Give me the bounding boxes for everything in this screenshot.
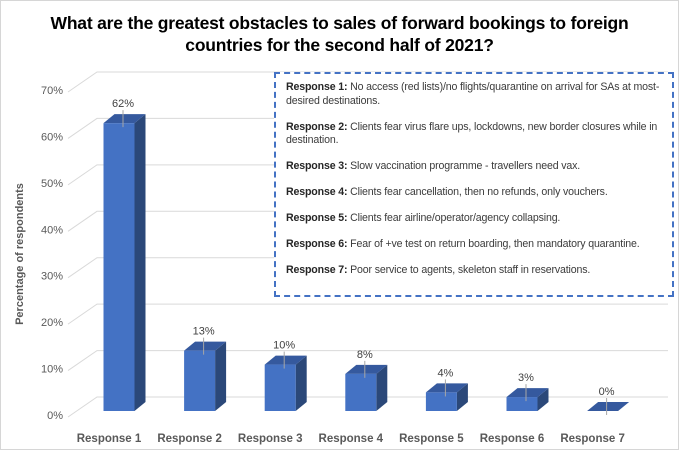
bar-top [345,364,388,374]
bar-front [425,392,457,411]
data-label: 8% [357,349,373,361]
bar-front [264,364,296,411]
legend-item-text: Clients fear airline/operator/agency col… [347,212,561,225]
bar-side [537,388,549,411]
legend-item-label: Response 7: [286,264,348,277]
category-label: Response 2 [157,433,222,445]
gridline [67,396,668,418]
y-tick-label: 50% [41,178,63,190]
legend-item-text: Fear of +ve test on return boarding, the… [347,238,640,251]
category-label: Response 4 [319,433,384,445]
category-label: Response 1 [77,433,142,445]
legend-item-label: Response 3: [286,160,348,173]
bar-side [134,114,146,411]
category-label: Response 6 [480,433,545,445]
legend-item: Response 4: Clients fear cancellation, t… [286,186,662,200]
gridline [67,303,668,325]
legend-item: Response 5: Clients fear airline/operato… [286,212,662,226]
bar-top [425,383,468,393]
bar-top [506,388,549,398]
data-label: 0% [599,386,615,398]
y-tick-label: 70% [41,85,63,97]
legend-item: Response 3: Slow vaccination programme -… [286,160,662,174]
legend-item-label: Response 2: [286,120,348,133]
legend-item-text: Slow vaccination programme - travellers … [347,160,581,173]
y-tick-label: 60% [41,131,63,143]
legend-item-label: Response 4: [286,186,348,199]
bar-side [376,364,388,411]
legend-item: Response 6: Fear of +ve test on return b… [286,238,662,252]
legend-item-text: Poor service to agents, skeleton staff i… [347,264,591,277]
bar-front [506,397,538,411]
bar-top [184,341,227,351]
category-label: Response 3 [238,433,303,445]
bar-side [215,341,227,411]
bar-top [103,114,146,124]
bar-side [456,383,468,411]
legend-item-text: Clients fear cancellation, then no refun… [347,186,608,199]
legend-item: Response 7: Poor service to agents, skel… [286,264,662,278]
legend-box: Response 1: No access (red lists)/no fli… [274,72,674,297]
chart-title: What are the greatest obstacles to sales… [50,13,629,56]
data-label: 4% [437,367,453,379]
y-axis-title: Percentage of respondents [14,183,26,325]
bar-front [184,350,216,411]
y-tick-label: 30% [41,271,63,283]
legend-item: Response 1: No access (red lists)/no fli… [286,81,662,108]
data-label: 62% [112,98,134,110]
bar-top [264,355,307,365]
y-tick-label: 40% [41,224,63,236]
legend-item-label: Response 1: [286,81,348,93]
bar-top [587,402,630,411]
data-label: 3% [518,372,534,384]
legend-item-label: Response 5: [286,212,348,225]
y-tick-label: 0% [47,410,63,422]
gridline [67,350,668,371]
bar-side [295,355,307,411]
legend-item-label: Response 6: [286,238,348,251]
category-label: Response 5 [399,433,464,445]
data-label: 13% [193,326,215,338]
legend-item-text: No access (red lists)/no flights/quarant… [286,81,660,107]
legend-item: Response 2: Clients fear virus flare ups… [286,121,662,148]
data-label: 10% [273,340,295,352]
y-tick-label: 10% [41,364,63,376]
bar-front [103,123,135,411]
y-tick-label: 20% [41,317,63,329]
legend-item-text: Clients fear virus flare ups, lockdowns,… [286,120,658,147]
category-label: Response 7 [560,433,625,445]
bar-front [345,373,377,411]
gridline [67,71,668,93]
